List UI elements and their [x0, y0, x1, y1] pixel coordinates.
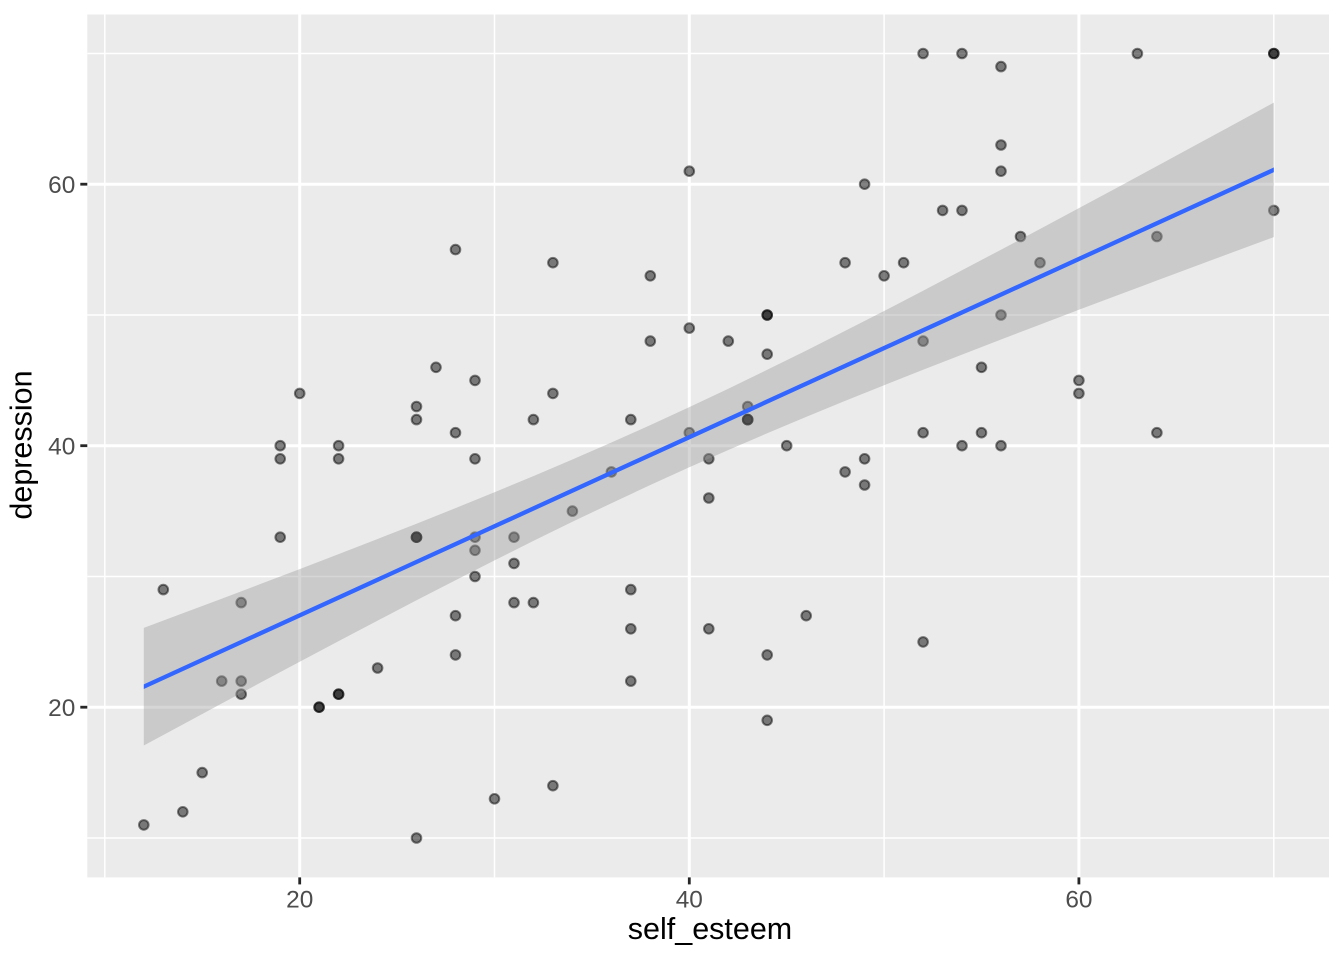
- svg-text:60: 60: [48, 172, 75, 199]
- svg-text:60: 60: [1065, 886, 1092, 913]
- svg-text:20: 20: [48, 695, 75, 722]
- svg-text:self_esteem: self_esteem: [628, 912, 792, 946]
- svg-text:20: 20: [286, 886, 313, 913]
- svg-text:40: 40: [48, 434, 75, 461]
- svg-text:40: 40: [676, 886, 703, 913]
- svg-text:depression: depression: [5, 370, 39, 519]
